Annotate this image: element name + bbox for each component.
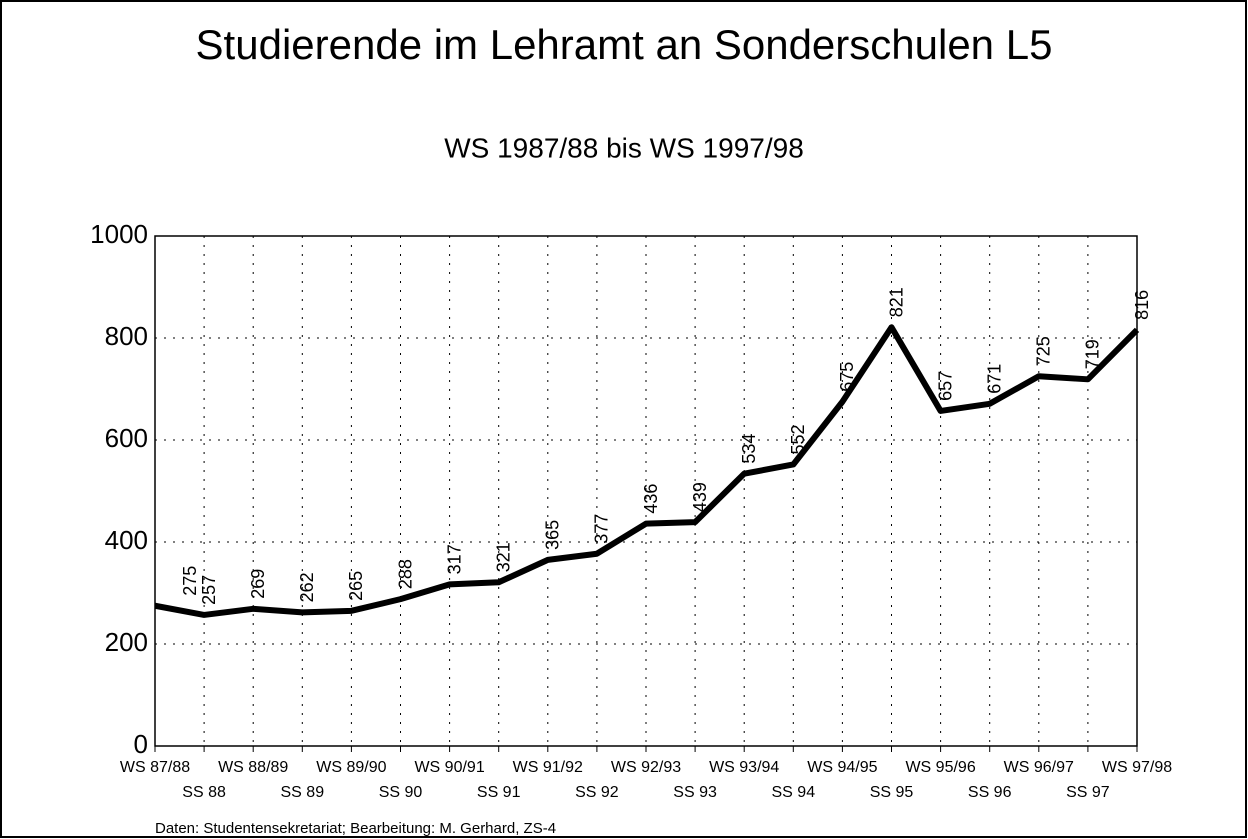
x-tick-label: WS 87/88	[120, 759, 190, 776]
x-tick-label: WS 92/93	[611, 759, 681, 776]
y-tick-label: 800	[105, 321, 148, 351]
x-tick-label: SS 96	[968, 784, 1012, 801]
x-tick-label: WS 97/98	[1102, 759, 1172, 776]
x-tick-label: SS 95	[870, 784, 914, 801]
x-tick-label: SS 89	[281, 784, 325, 801]
data-label: 377	[592, 514, 612, 544]
x-tick-label: WS 95/96	[905, 759, 975, 776]
data-label: 552	[788, 424, 808, 454]
y-tick-label: 0	[134, 729, 148, 759]
x-tick-label: SS 94	[772, 784, 816, 801]
data-label: 439	[690, 482, 710, 512]
x-tick-label: WS 94/95	[807, 759, 877, 776]
data-label: 821	[886, 287, 906, 317]
data-label: 321	[493, 542, 513, 572]
x-tick-label: WS 90/91	[414, 759, 484, 776]
data-label: 675	[837, 362, 857, 392]
x-tick-label: SS 91	[477, 784, 521, 801]
data-label: 816	[1132, 290, 1152, 320]
data-label: 436	[641, 484, 661, 514]
y-tick-label: 400	[105, 525, 148, 555]
x-tick-label: SS 92	[575, 784, 619, 801]
y-tick-label: 200	[105, 627, 148, 657]
data-label: 365	[543, 520, 563, 550]
y-tick-label: 1000	[90, 219, 148, 249]
data-label: 265	[346, 571, 366, 601]
x-tick-label: WS 93/94	[709, 759, 779, 776]
data-label: 657	[935, 371, 955, 401]
x-tick-label: SS 97	[1066, 784, 1110, 801]
data-label: 671	[984, 364, 1004, 394]
data-label: 719	[1083, 339, 1103, 369]
data-label: 275	[180, 566, 200, 596]
data-label: 534	[739, 434, 759, 464]
x-tick-label: SS 88	[182, 784, 226, 801]
data-label: 317	[444, 544, 464, 574]
data-label: 262	[297, 572, 317, 602]
x-tick-label: WS 91/92	[513, 759, 583, 776]
data-label: 269	[248, 569, 268, 599]
x-tick-label: SS 93	[673, 784, 717, 801]
x-tick-label: SS 90	[379, 784, 423, 801]
x-tick-label: WS 96/97	[1004, 759, 1074, 776]
chart-title: Studierende im Lehramt an Sonderschulen …	[196, 21, 1053, 68]
data-label: 288	[395, 559, 415, 589]
data-label: 257	[199, 575, 219, 605]
x-tick-label: WS 89/90	[316, 759, 386, 776]
chart-subtitle: WS 1987/88 bis WS 1997/98	[444, 132, 804, 163]
x-tick-label: WS 88/89	[218, 759, 288, 776]
source-note: Daten: Studentensekretariat; Bearbeitung…	[155, 820, 556, 837]
data-line	[154, 324, 1140, 618]
data-label: 725	[1034, 336, 1054, 366]
y-tick-label: 600	[105, 423, 148, 453]
